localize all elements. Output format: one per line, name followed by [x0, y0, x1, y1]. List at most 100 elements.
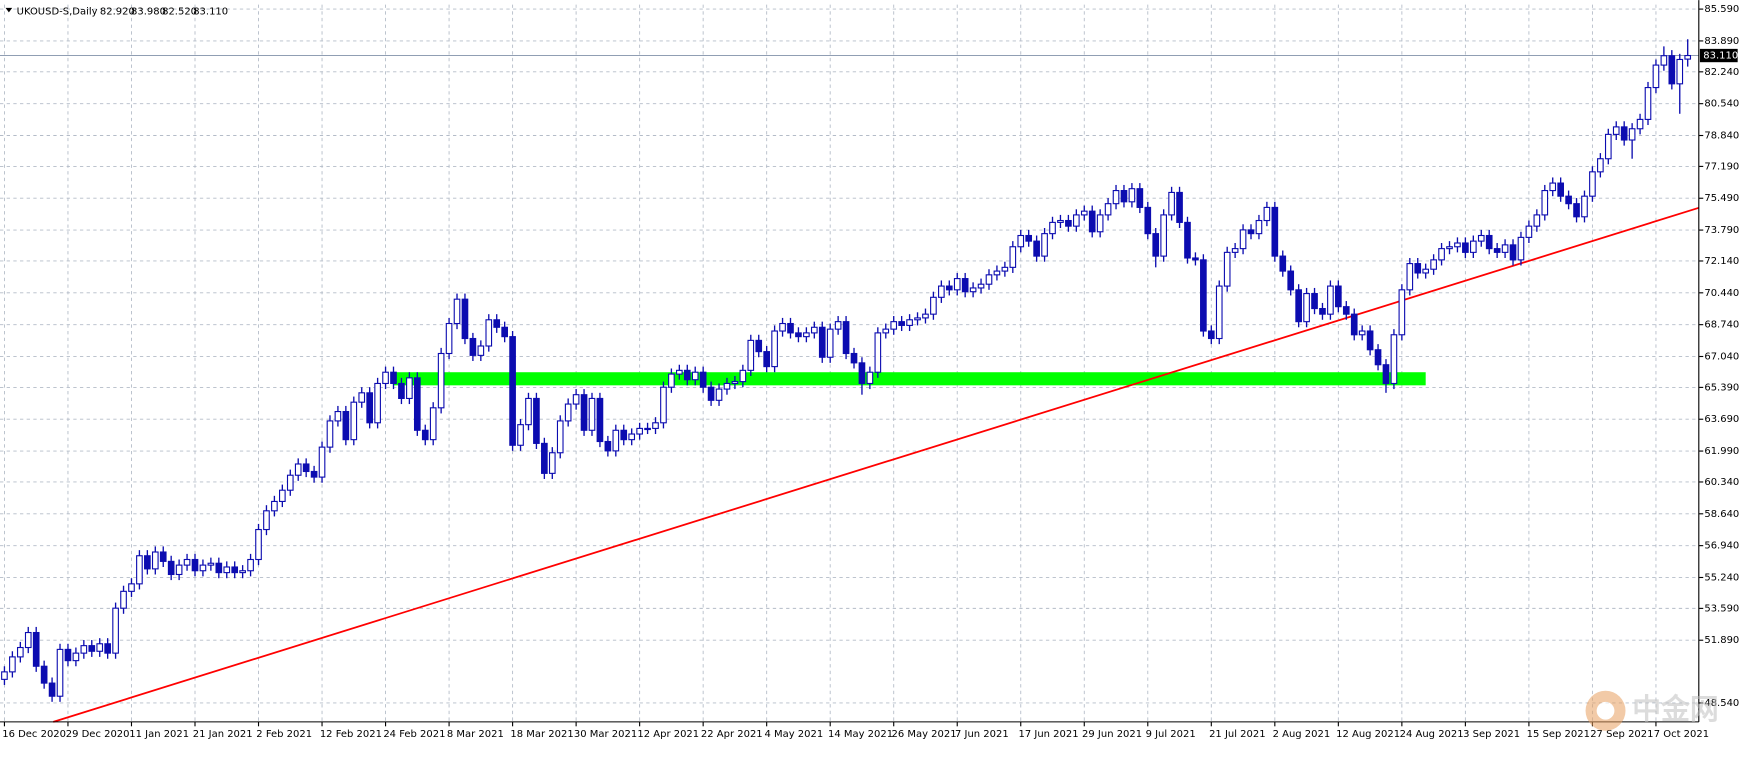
candle-body — [660, 386, 667, 424]
candle-body — [906, 319, 913, 326]
candle-body — [207, 562, 215, 566]
candle-body — [1080, 210, 1088, 216]
candle-body — [120, 590, 127, 609]
candle-body — [326, 420, 334, 448]
y-tick-label: 67.040 — [1704, 351, 1739, 362]
candle-body — [1311, 293, 1318, 310]
candle-body — [1207, 330, 1215, 340]
x-tick-label: 21 Jul 2021 — [1209, 729, 1266, 740]
candle-body — [723, 382, 731, 390]
y-tick-label: 80.540 — [1704, 99, 1739, 110]
candle-body — [1160, 214, 1168, 257]
candle-body — [215, 562, 223, 574]
candle-body — [1, 671, 8, 680]
candle-body — [1422, 268, 1430, 274]
candles — [1, 39, 1692, 702]
candle-body — [548, 452, 556, 474]
x-tick-label: 8 Mar 2021 — [447, 729, 504, 740]
candle-body — [398, 382, 405, 399]
candle-body — [1557, 182, 1564, 197]
x-tick-label: 17 Jun 2021 — [1019, 729, 1079, 740]
candle-body — [1549, 182, 1557, 192]
price-tag-label: 83.110 — [1703, 51, 1738, 62]
candle-body — [318, 446, 326, 478]
candle-body — [731, 381, 739, 385]
open-label: 82.920 — [100, 6, 135, 17]
candle-body — [1565, 195, 1572, 205]
candle-body — [1287, 270, 1295, 291]
candle-body — [1072, 214, 1080, 227]
candle-body — [572, 394, 580, 405]
x-tick-label: 16 Dec 2020 — [2, 729, 66, 740]
candle-body — [1636, 118, 1644, 130]
candle-body — [636, 427, 643, 435]
x-tick-label: 2 Feb 2021 — [256, 729, 312, 740]
ticks: 85.590 83.890 82.240 80.540 78.840 77.190 75.4… — [2, 4, 1739, 740]
candle-body — [882, 328, 890, 334]
candle-body — [56, 648, 64, 697]
candle-body — [850, 352, 858, 364]
candle-body — [1231, 248, 1239, 253]
y-tick-label: 58.640 — [1704, 509, 1739, 520]
candle-body — [144, 555, 151, 570]
y-tick-label: 85.590 — [1704, 4, 1739, 15]
candle-body — [858, 362, 866, 385]
candle-body — [1390, 334, 1398, 385]
candle-body — [294, 463, 302, 476]
candle-body — [231, 566, 239, 574]
candle-body — [525, 397, 532, 426]
candle-body — [1327, 285, 1334, 315]
candle-body — [390, 371, 397, 385]
candle-body — [604, 440, 612, 452]
candle-body — [112, 607, 119, 654]
candle-body — [509, 336, 516, 446]
candle-body — [1057, 219, 1064, 223]
candle-body — [437, 352, 445, 409]
watermark: 中金网 — [1585, 690, 1719, 731]
candle-body — [1573, 203, 1580, 218]
x-tick-label: 24 Aug 2021 — [1400, 729, 1464, 740]
candle-body — [239, 570, 246, 574]
header-arrow — [5, 7, 13, 13]
candle-body — [1541, 190, 1549, 216]
candle-body — [1414, 263, 1422, 274]
candle-body — [493, 319, 501, 328]
candle-body — [1493, 248, 1501, 253]
y-tick-label: 78.840 — [1704, 131, 1739, 142]
candle-body — [1366, 330, 1374, 351]
candle-body — [1517, 236, 1525, 261]
overlays — [0, 55, 1700, 723]
x-tick-label: 22 Apr 2021 — [701, 729, 763, 740]
candle-body — [1136, 188, 1144, 208]
candle-body — [136, 555, 143, 585]
candle-body — [1096, 214, 1104, 233]
candle-body — [620, 429, 628, 441]
candle-body — [1088, 210, 1096, 233]
candle-body — [541, 442, 548, 474]
candle-body — [80, 645, 88, 654]
candle-body — [1525, 225, 1533, 238]
candle-body — [255, 528, 262, 561]
candle-body — [914, 317, 921, 321]
candle-body — [1485, 234, 1493, 250]
close-label: 83.110 — [193, 6, 228, 17]
candle-body — [1017, 234, 1025, 248]
x-tick-label: 9 Jul 2021 — [1146, 729, 1196, 740]
candle-body — [890, 321, 898, 330]
candle-body — [945, 285, 953, 291]
price-tag — [1699, 48, 1738, 63]
x-tick-label: 30 Mar 2021 — [574, 729, 637, 740]
x-tick-label: 12 Aug 2021 — [1336, 729, 1400, 740]
candle-body — [787, 322, 794, 334]
candle-body — [1477, 234, 1485, 242]
candle-body — [72, 652, 80, 662]
x-tick-label: 26 May 2021 — [891, 729, 956, 740]
candle-body — [739, 369, 747, 383]
candle-body — [366, 392, 374, 424]
candle-body — [1628, 128, 1636, 141]
candle-body — [1454, 242, 1461, 248]
candle-body — [96, 643, 104, 652]
candle-body — [1382, 364, 1390, 385]
candle-body — [128, 583, 135, 592]
